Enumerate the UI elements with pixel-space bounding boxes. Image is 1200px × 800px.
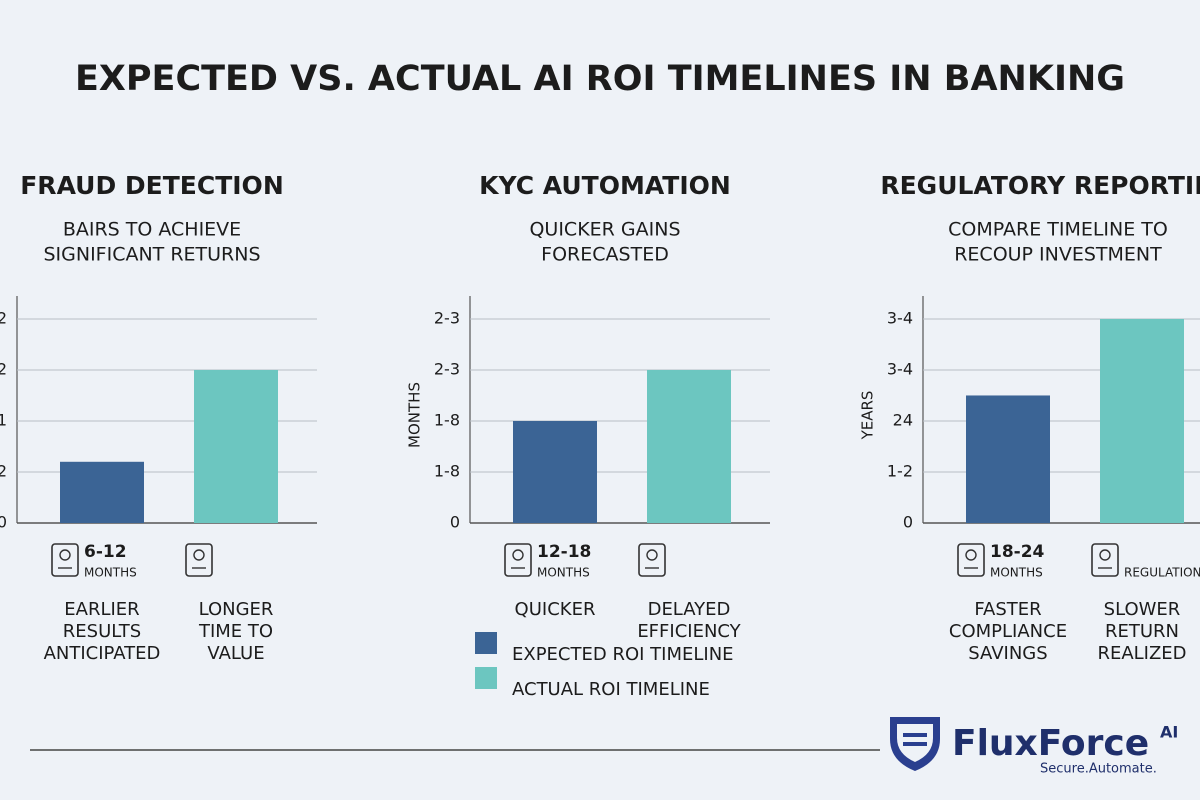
icon [504,543,532,577]
icon [59,549,71,561]
icon [965,549,977,561]
bar [1100,318,1184,523]
chart-subtitle: FORECASTED [541,244,669,266]
icon [193,549,205,561]
bar [60,461,144,523]
chart-subtitle: QUICKER GAINS [529,219,680,241]
icon [638,543,666,577]
annotation-text: FASTER [974,599,1041,620]
bar [966,395,1050,523]
y-axis-label: MONTHS [406,382,424,448]
y-tick-label: 0 [903,513,913,532]
chart-subtitle: RECOUP INVESTMENT [954,244,1162,266]
y-tick-label: 24 [893,410,913,429]
annotation-text: QUICKER [515,599,596,620]
annotation-unit: REGULATION [1124,566,1200,580]
bar [513,420,597,523]
y-tick-label: 0 [450,513,460,532]
annotation-text: DELAYED [648,599,731,620]
bar [194,369,278,523]
y-tick-label: 1-8 [434,461,460,480]
annotation-text: EARLIER [64,599,139,620]
annotation-value: 12-18 [537,542,591,562]
y-tick-label: 2 [0,308,7,327]
legend-swatch [475,667,497,689]
chart-subtitle: SIGNIFICANT RETURNS [43,244,260,266]
annotation-unit: MONTHS [84,566,137,580]
icon [646,549,658,561]
logo-bar [903,733,927,737]
annotation-text: ANTICIPATED [44,643,161,664]
logo-suffix: AI [1160,723,1178,742]
annotation-text: REALIZED [1097,643,1186,664]
logo-name: FluxForce [952,723,1149,764]
chart-subtitle: BAIRS TO ACHIEVE [63,219,241,241]
page-title: EXPECTED VS. ACTUAL AI ROI TIMELINES IN … [75,59,1125,99]
y-tick-label: 3-4 [887,359,913,378]
annotation-text: RETURN [1105,621,1179,642]
y-tick-label: 2-3 [434,308,460,327]
icon [1099,549,1111,561]
legend-swatch [475,632,497,654]
icon [51,543,79,577]
logo: FluxForce AI Secure.Automate. [890,717,1178,777]
chart-title: REGULATORY REPORTING [880,171,1200,200]
logo-tagline: Secure.Automate. [1040,762,1157,777]
annotation-unit: MONTHS [537,566,590,580]
icon [185,543,213,577]
y-tick-label: 3-4 [887,308,913,327]
annotation-unit: MONTHS [990,566,1043,580]
y-tick-label: 2 [0,359,7,378]
y-tick-label: 2-3 [434,359,460,378]
annotation-text: LONGER [199,599,274,620]
y-tick-label: 1-2 [887,461,913,480]
annotation-text: RESULTS [63,621,141,642]
chart-title: FRAUD DETECTION [20,171,284,200]
y-tick-label: 0 [0,513,7,532]
chart-title: KYC AUTOMATION [479,171,731,200]
annotation-text: TIME TO [198,621,273,642]
y-axis-label: YEARS [859,391,877,441]
icon [512,549,524,561]
bar [647,369,731,523]
annotation-text: SAVINGS [968,643,1047,664]
annotation-text: VALUE [207,643,264,664]
logo-bar [903,742,927,746]
icon [1091,543,1119,577]
annotation-text: EFFICIENCY [637,621,741,642]
annotation-value: 6-12 [84,542,127,562]
annotation-text: COMPLIANCE [949,621,1067,642]
y-tick-label: 2 [0,461,7,480]
legend-label: ACTUAL ROI TIMELINE [512,679,710,700]
y-tick-label: 1-8 [434,410,460,429]
annotation-value: 18-24 [990,542,1045,562]
chart-subtitle: COMPARE TIMELINE TO [948,219,1168,241]
y-tick-label: 1 [0,410,7,429]
annotation-text: SLOWER [1104,599,1181,620]
icon [957,543,985,577]
legend-label: EXPECTED ROI TIMELINE [512,644,734,665]
